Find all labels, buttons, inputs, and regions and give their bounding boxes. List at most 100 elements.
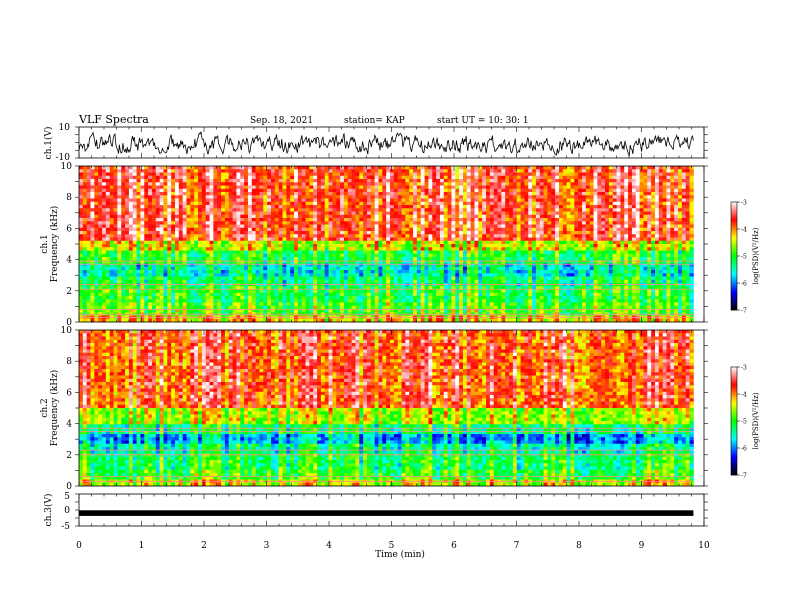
ch1-spectrogram-cell (336, 279, 341, 284)
ch1-spectrogram-cell (286, 218, 291, 222)
ch1-spectrogram-cell (424, 263, 429, 268)
ch1-spectrogram-cell (455, 289, 460, 294)
ch1-spectrogram-cell (98, 179, 103, 183)
ch1-spectrogram-cell (336, 214, 341, 219)
ch1-spectrogram-cell (386, 179, 391, 183)
ch1-spectrogram-cell (259, 214, 264, 219)
ch1-spectrogram-cell (297, 208, 303, 212)
ch1-spectrogram-cell (343, 185, 349, 190)
ch1-spectrogram-cell (451, 276, 456, 281)
ch1-spectrogram-cell (409, 270, 414, 274)
ch1-spectrogram-cell (205, 224, 210, 229)
ch1-spectrogram-cell (413, 302, 418, 307)
ch1-spectrogram-cell (455, 276, 460, 281)
ch1-spectrogram-cell (255, 279, 260, 284)
ch1-spectrogram-cell (370, 218, 376, 222)
ch1-spectrogram-cell (240, 198, 245, 203)
ch1-spectrogram-cell (320, 296, 326, 300)
ch1-spectrogram-cell (359, 244, 364, 248)
ch1-spectrogram-cell (447, 299, 452, 303)
ch1-spectrogram-cell (447, 224, 452, 229)
ch1-spectrogram-cell (228, 227, 233, 232)
ch1-spectrogram-cell (236, 289, 241, 294)
ch1-spectrogram-cell (163, 253, 168, 258)
ch1-spectrogram-cell (221, 231, 226, 235)
ch1-spectrogram-cell (263, 192, 268, 196)
ch1-spectrogram-cell (409, 250, 414, 255)
ch1-spectrogram-cell (109, 211, 114, 216)
ch1-spectrogram-cell (366, 289, 372, 294)
ch1-spectrogram-cell (397, 182, 402, 186)
ch1-spectrogram-cell (267, 253, 272, 258)
ch1-spectrogram-cell (274, 166, 280, 170)
ch1-spectrogram-cell (132, 211, 137, 216)
ch1-spectrogram-cell (148, 279, 153, 284)
ch1-spectrogram-cell (447, 227, 452, 232)
ch1-spectrogram-cell (416, 279, 422, 284)
ch1-spectrogram-cell (186, 266, 191, 271)
ch1-spectrogram-cell (102, 296, 107, 300)
ch1-spectrogram-cell (167, 231, 172, 235)
ch1-spectrogram-cell (86, 214, 91, 219)
ch1-spectrogram-cell (105, 289, 111, 294)
ch1-spectrogram-cell (297, 263, 303, 268)
ch1-spectrogram-cell (332, 224, 337, 229)
ch1-spectrogram-cell (205, 218, 210, 222)
ch1-spectrogram-cell (359, 188, 364, 193)
ch1-spectrogram-cell (382, 166, 387, 170)
ch1-spectrogram-cell (390, 250, 395, 255)
ch1-spectrogram-cell (397, 240, 402, 245)
ch1-spectrogram-cell (178, 240, 184, 245)
ch1-spectrogram-cell (286, 208, 291, 212)
ch1-spectrogram-cell (201, 299, 207, 303)
ch1-spectrogram-cell (309, 296, 314, 300)
ch1-spectrogram-cell (416, 273, 422, 277)
ch1-spectrogram-cell (439, 292, 445, 297)
ch1-spectrogram-cell (209, 185, 214, 190)
ch1-spectrogram-cell (82, 227, 88, 232)
ch1-spectrogram-cell (366, 166, 372, 170)
ch1-spectrogram-cell (94, 266, 99, 271)
ch1-spectrogram-cell (121, 309, 126, 313)
ch1-spectrogram-cell (144, 266, 149, 271)
ch1-spectrogram-cell (397, 257, 402, 261)
ch1-spectrogram-cell (224, 205, 230, 209)
ch1-spectrogram-cell (198, 273, 203, 277)
ch1-spectrogram-cell (190, 182, 195, 186)
ch1-spectrogram-cell (109, 198, 114, 203)
ch1-spectrogram-cell (159, 292, 164, 297)
ch1-spectrogram-cell (351, 175, 356, 180)
ch1-spectrogram-cell (82, 309, 88, 313)
ch1-spectrogram-cell (209, 192, 214, 196)
ch1-spectrogram-cell (436, 305, 441, 310)
ch1-spectrogram-cell (309, 273, 314, 277)
ch1-spectrogram-cell (167, 302, 172, 307)
ch1-spectrogram-cell (432, 292, 437, 297)
ch1-spectrogram-cell (374, 250, 379, 255)
ch1-spectrogram-cell (251, 182, 257, 186)
ch1-spectrogram-cell (171, 309, 176, 313)
ch1-spectrogram-cell (155, 247, 161, 251)
ch1-spectrogram-cell (125, 247, 130, 251)
ch1-spectrogram-cell (336, 263, 341, 268)
ch1-spectrogram-cell (366, 292, 372, 297)
ch1-spectrogram-cell (424, 279, 429, 284)
ch1-spectrogram-cell (405, 250, 410, 255)
ch1-spectrogram-cell (343, 205, 349, 209)
ch1-spectrogram-cell (313, 302, 318, 307)
ch1-spectrogram-cell (270, 227, 276, 232)
ch1-spectrogram-cell (466, 201, 472, 206)
ch1-spectrogram-cell (259, 166, 264, 170)
ch1-spectrogram-cell (132, 179, 137, 183)
ch1-spectrogram-cell (439, 240, 445, 245)
ch1-spectrogram-cell (301, 296, 306, 300)
ch1-spectrogram-cell (420, 188, 425, 193)
ch1-spectrogram-cell (455, 250, 460, 255)
ch1-spectrogram-cell (393, 172, 399, 177)
ch1-spectrogram-cell (401, 218, 406, 222)
ch1-spectrogram-cell (328, 175, 333, 180)
ch1-spectrogram-cell (94, 224, 99, 229)
ch1-spectrogram-cell (105, 234, 111, 238)
ch1-spectrogram-cell (125, 221, 130, 225)
ch1-spectrogram-cell (320, 195, 326, 199)
